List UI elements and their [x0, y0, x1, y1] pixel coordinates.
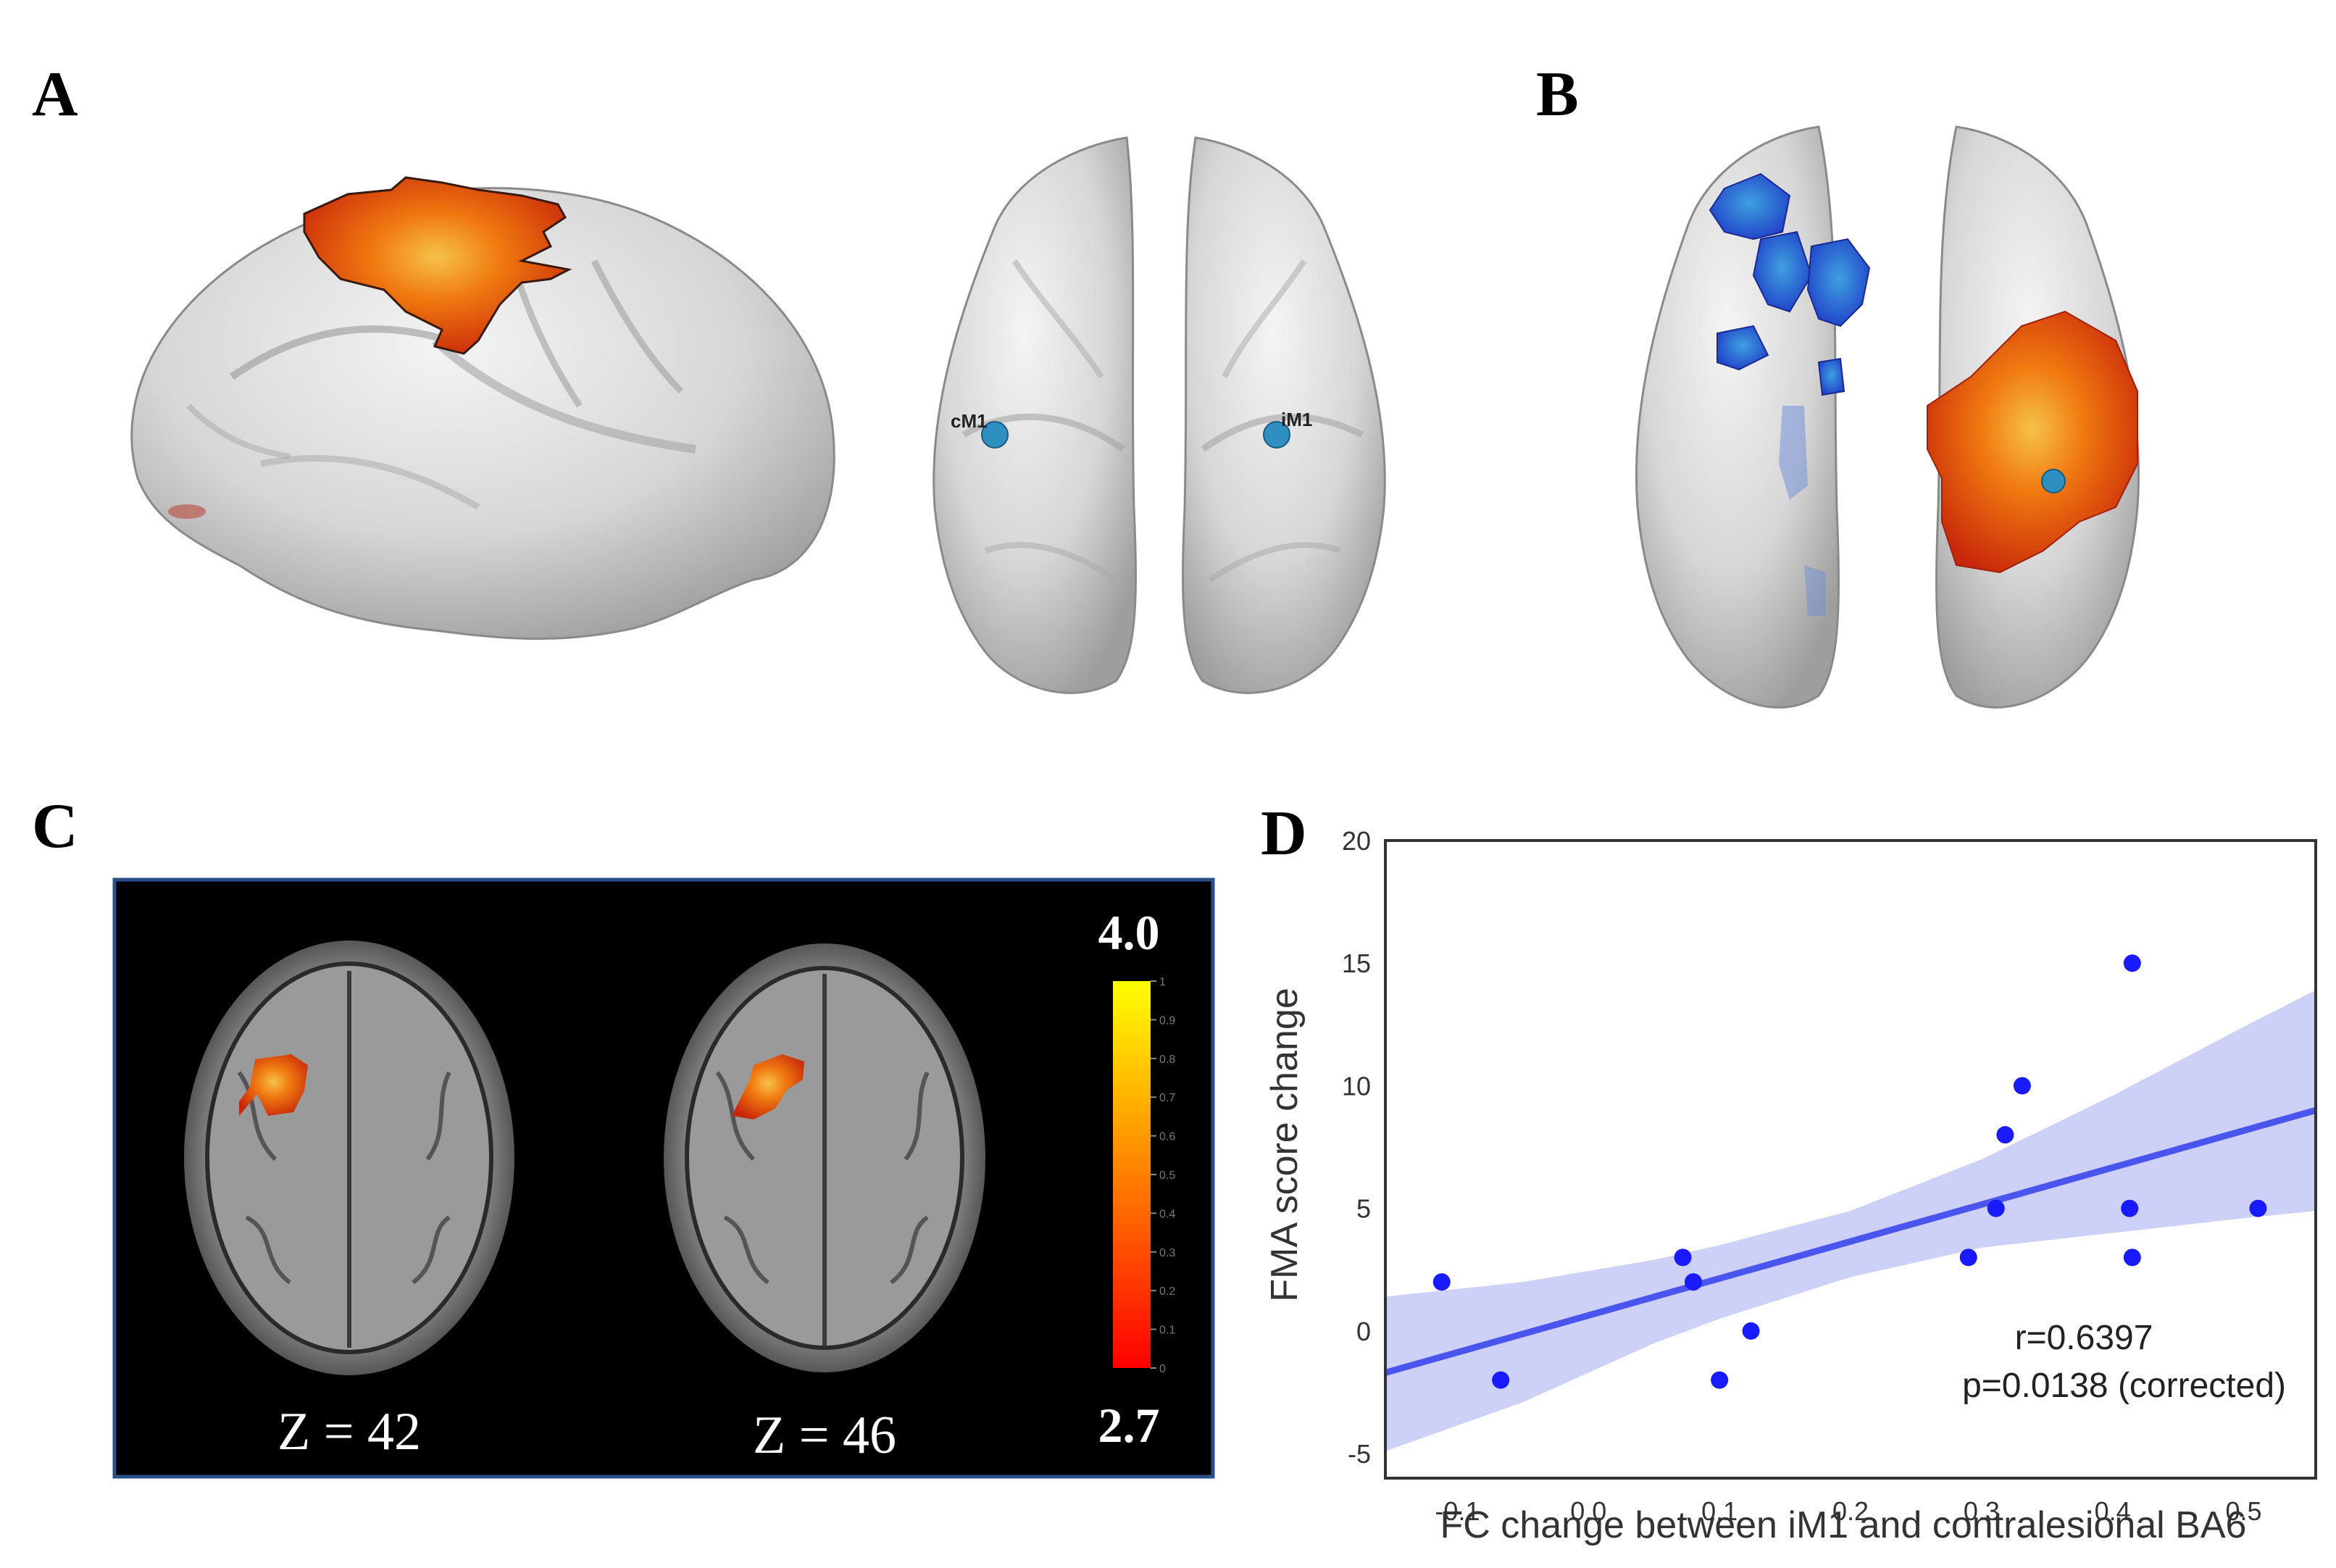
data-point — [1742, 1322, 1760, 1340]
x-tick-label: 0.2 — [1832, 1496, 1869, 1526]
x-tick-label: 0.0 — [1570, 1496, 1606, 1526]
data-point — [1684, 1273, 1702, 1291]
colorbar-ticks: 0 0.1 0.2 0.3 0.4 0.5 0.6 0.7 0.8 0.9 1 — [1151, 976, 1175, 1375]
y-tick-label: 0 — [1356, 1317, 1371, 1346]
panel-d-scatter-chart: -0.1 0.0 0.1 0.2 0.3 0.4 0.5 -5 0 5 10 15 20 FC chang… — [1264, 826, 2317, 1546]
data-point — [1492, 1371, 1510, 1389]
colorbar-tick-label: 0.9 — [1159, 1014, 1175, 1027]
colorbar-tick-label: 0.8 — [1159, 1054, 1175, 1066]
colorbar-tick-label: 0.5 — [1159, 1169, 1175, 1182]
colorbar-max-label: 4.0 — [1098, 905, 1160, 960]
confidence-band — [1385, 990, 2316, 1451]
seed-label-cm1: cM1 — [951, 410, 988, 432]
x-tick-label: 0.4 — [2095, 1496, 2131, 1526]
activation-cluster — [239, 1054, 308, 1116]
panel-letter-d: D — [1261, 798, 1307, 869]
x-tick-label: 0.1 — [1701, 1496, 1738, 1526]
deactivation-cluster — [1716, 325, 1769, 371]
slice-label-left: Z = 42 — [278, 1402, 421, 1461]
y-axis-label: FMA score change — [1264, 988, 1306, 1302]
activation-cluster — [1927, 310, 2138, 574]
seed-cm1-marker — [981, 421, 1009, 449]
regression-line — [1384, 1106, 2317, 1376]
x-axis-label: FC change between iM1 and contralesional… — [1440, 1504, 2247, 1546]
colorbar-tick-label: 0.1 — [1159, 1325, 1175, 1337]
annotation-r: r=0.6397 — [2015, 1319, 2153, 1357]
x-tick-label: 0.3 — [1964, 1496, 2000, 1526]
colorbar-tick-label: 0 — [1159, 1363, 1166, 1375]
colorbar — [1113, 981, 1151, 1368]
deactivation-cluster — [1779, 406, 1808, 500]
plot-frame — [1384, 839, 2317, 1480]
y-tick-label: 5 — [1356, 1194, 1371, 1224]
panel-b-dorsal-brain — [1635, 125, 2140, 709]
colorbar-tick-label: 0.6 — [1159, 1131, 1175, 1143]
data-point — [2013, 1077, 2031, 1095]
seed-im1-marker — [1263, 421, 1290, 449]
data-point — [1996, 1126, 2014, 1144]
colorbar-tick-label: 0.7 — [1159, 1092, 1175, 1104]
data-point — [2249, 1199, 2267, 1217]
deactivation-cluster — [1804, 565, 1826, 616]
data-point — [2121, 1199, 2139, 1217]
panel-letter-a: A — [32, 59, 78, 130]
panel-a-dorsal-brain: cM1 iM1 — [933, 136, 1386, 694]
data-point — [2123, 954, 2141, 972]
deactivation-cluster — [1817, 357, 1845, 396]
panel-c-axial-slices: Z = 42 Z = 46 4.0 0 0.1 0.2 0.3 0.4 0.5 0.6 0.7… — [112, 877, 1215, 1479]
deactivation-cluster — [1752, 230, 1813, 313]
colorbar-tick-label: 1 — [1159, 976, 1166, 988]
data-point — [1711, 1371, 1729, 1389]
seed-marker — [2041, 469, 2066, 493]
data-point — [1674, 1248, 1692, 1267]
panel-letter-c: C — [32, 791, 78, 862]
x-tick-label: -0.1 — [1435, 1496, 1480, 1526]
data-point — [1959, 1248, 1977, 1267]
y-tick-label: -5 — [1348, 1439, 1371, 1469]
colorbar-tick-label: 0.3 — [1159, 1247, 1175, 1259]
data-point — [1432, 1273, 1451, 1291]
deactivation-cluster — [1806, 238, 1871, 328]
colorbar-tick-label: 0.4 — [1159, 1208, 1175, 1220]
y-tick-label: 20 — [1342, 826, 1371, 856]
y-tick-label: 10 — [1342, 1071, 1371, 1101]
colorbar-min-label: 2.7 — [1098, 1398, 1160, 1453]
activation-cluster — [732, 1054, 804, 1119]
data-point — [1987, 1199, 2005, 1217]
data-point — [2123, 1248, 2141, 1267]
x-tick-label: 0.5 — [2226, 1496, 2262, 1526]
colorbar-tick-label: 0.2 — [1159, 1285, 1175, 1298]
deactivation-cluster — [1709, 172, 1791, 241]
seed-label-im1: iM1 — [1281, 409, 1312, 430]
panel-a-lateral-brain — [130, 176, 835, 641]
slice-label-right: Z = 46 — [753, 1406, 896, 1465]
annotation-p: p=0.0138 (corrected) — [1962, 1367, 2286, 1405]
panel-letter-b: B — [1536, 59, 1579, 130]
y-tick-label: 15 — [1342, 948, 1371, 978]
